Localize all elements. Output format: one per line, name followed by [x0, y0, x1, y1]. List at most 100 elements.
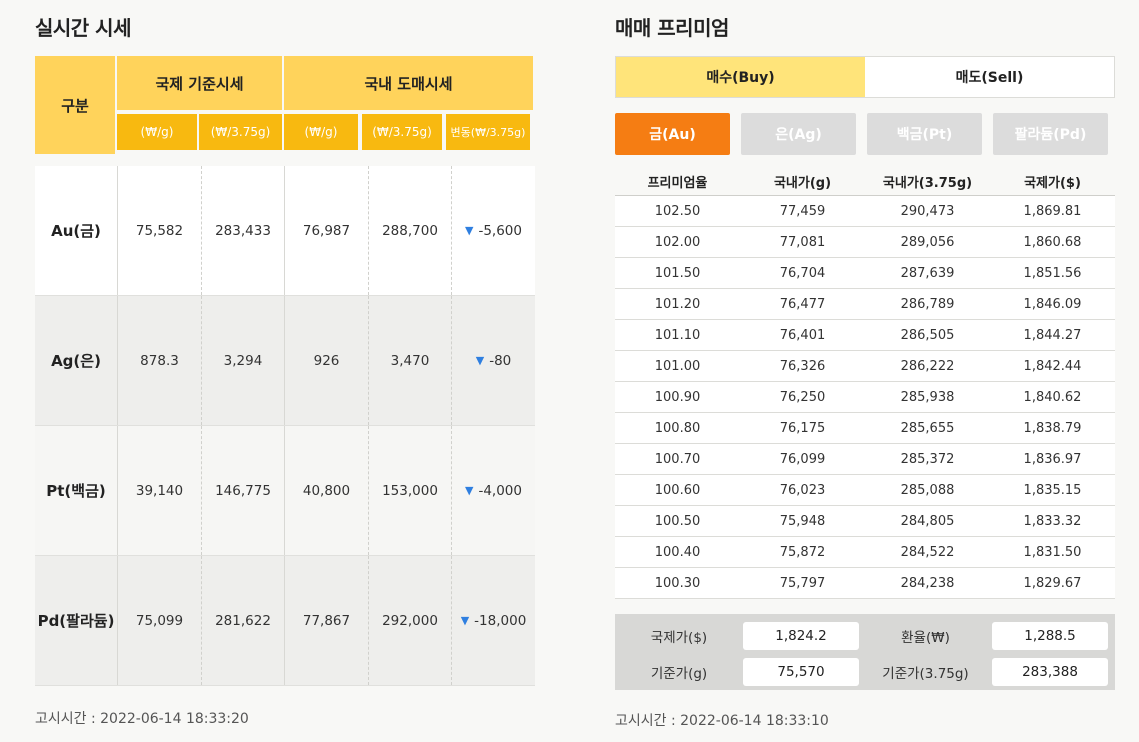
trade-type-tabs: 매수(Buy) 매도(Sell) [615, 56, 1115, 98]
domestic-price-g-cell: 76,250 [779, 389, 826, 405]
down-triangle-icon: ▼ [475, 354, 485, 367]
metal-name: Pt(백금) [35, 426, 118, 555]
domestic-price-375-cell: 285,088 [900, 482, 955, 498]
base-price-375-label: 기준가(3.75g) [882, 665, 969, 682]
intl-price-375: 283,433 [202, 166, 285, 295]
intl-price-g: 75,582 [118, 166, 202, 295]
domestic-price-g: 40,800 [285, 426, 369, 555]
price-change: ▼ -18,000 [460, 612, 527, 629]
change-unit-header: 변동(₩/3.75g) [446, 114, 530, 150]
domestic-price-g-cell: 75,797 [779, 575, 826, 591]
intl-price-usd-cell: 1,831.50 [1023, 544, 1082, 560]
intl-price-usd-cell: 1,833.32 [1023, 513, 1082, 529]
intl-price-usd-cell: 1,846.09 [1023, 296, 1082, 312]
metal-button-platinum[interactable]: 백금(Pt) [867, 113, 982, 155]
premium-row: 100.50 75,948 284,805 1,833.32 [615, 506, 1115, 537]
premium-row: 100.30 75,797 284,238 1,829.67 [615, 568, 1115, 599]
realtime-title: 실시간 시세 [35, 16, 131, 40]
domestic-price-375-cell: 289,056 [900, 234, 955, 250]
premium-rate-cell: 101.00 [654, 358, 701, 374]
category-header: 구분 [35, 56, 117, 154]
base-price-375-value: 283,388 [992, 657, 1108, 686]
intl-price-header: 국제 기준시세 [117, 56, 282, 114]
intl-price-usd-cell: 1,836.97 [1023, 451, 1082, 467]
metal-name: Au(금) [35, 166, 118, 295]
domestic-price-g-cell: 76,704 [779, 265, 826, 281]
premium-row: 101.00 76,326 286,222 1,842.44 [615, 351, 1115, 382]
domestic-price-375: 292,000 [369, 556, 452, 685]
premium-rate-cell: 100.80 [654, 420, 701, 436]
metal-selector: 금(Au) 은(Ag) 백금(Pt) 팔라듐(Pd) [615, 113, 1115, 155]
domestic-price-375-cell: 286,789 [900, 296, 955, 312]
domestic-price-g-cell: 76,326 [779, 358, 826, 374]
premium-rate-cell: 102.50 [654, 203, 701, 219]
metal-button-silver[interactable]: 은(Ag) [741, 113, 856, 155]
price-row-gold: Au(금) 75,582 283,433 76,987 288,700 ▼ -5… [35, 166, 535, 296]
price-row-palladium: Pd(팔라듐) 75,099 281,622 77,867 292,000 ▼ … [35, 556, 535, 686]
domestic-price-g-cell: 75,948 [779, 513, 826, 529]
intl-price-label: 국제가($) [650, 629, 708, 646]
intl-price-375: 3,294 [202, 296, 285, 425]
premium-row: 100.70 76,099 285,372 1,836.97 [615, 444, 1115, 475]
domestic-price-g-cell: 77,459 [779, 203, 826, 219]
domestic-price-g: 77,867 [285, 556, 369, 685]
tab-sell[interactable]: 매도(Sell) [865, 57, 1114, 97]
premium-rate-cell: 100.30 [654, 575, 701, 591]
column-header: 국제가($) [1024, 176, 1081, 191]
intl-price-usd-cell: 1,844.27 [1023, 327, 1082, 343]
domestic-price-g: 926 [285, 296, 369, 425]
tab-buy[interactable]: 매수(Buy) [616, 57, 865, 97]
column-header: 국내가(g) [773, 176, 832, 191]
domestic-price-g-cell: 76,401 [779, 327, 826, 343]
unit-header: (₩/g) [284, 114, 362, 150]
premium-row: 102.50 77,459 290,473 1,869.81 [615, 196, 1115, 227]
price-row-platinum: Pt(백금) 39,140 146,775 40,800 153,000 ▼ -… [35, 426, 535, 556]
column-header: 프리미엄율 [647, 176, 708, 191]
premium-rate-cell: 100.40 [654, 544, 701, 560]
exchange-rate-value: 1,288.5 [992, 621, 1108, 650]
intl-price-usd-cell: 1,851.56 [1023, 265, 1082, 281]
premium-rate-cell: 100.60 [654, 482, 701, 498]
intl-price-g: 39,140 [118, 426, 202, 555]
premium-rate-cell: 101.20 [654, 296, 701, 312]
premium-table: 프리미엄율 국내가(g) 국내가(3.75g) 국제가($) 102.50 77,… [615, 168, 1115, 599]
unit-header: (₩/g) [117, 114, 199, 150]
price-change: ▼ -4,000 [465, 482, 522, 499]
intl-price-375: 146,775 [202, 426, 285, 555]
domestic-price-375-cell: 285,655 [900, 420, 955, 436]
intl-price-usd-cell: 1,869.81 [1023, 203, 1082, 219]
down-triangle-icon: ▼ [465, 484, 474, 497]
intl-price-value: 1,824.2 [743, 621, 859, 650]
base-price-g-label: 기준가(g) [650, 665, 708, 682]
premium-row: 101.20 76,477 286,789 1,846.09 [615, 289, 1115, 320]
price-summary-box: 국제가($) 1,824.2 환율(₩) 1,288.5 기준가(g) 75,5… [615, 614, 1115, 690]
price-change: ▼ -5,600 [465, 222, 522, 239]
domestic-price-g-cell: 76,175 [779, 420, 826, 436]
domestic-price-375-cell: 284,522 [900, 544, 955, 560]
intl-price-usd-cell: 1,829.67 [1023, 575, 1082, 591]
intl-price-g: 878.3 [118, 296, 202, 425]
premium-row: 101.50 76,704 287,639 1,851.56 [615, 258, 1115, 289]
premium-rate-cell: 100.90 [654, 389, 701, 405]
unit-header: (₩/3.75g) [199, 114, 282, 150]
domestic-price-g-cell: 76,023 [779, 482, 826, 498]
premium-rate-cell: 101.10 [654, 327, 701, 343]
price-change: ▼ -80 [475, 352, 512, 369]
premium-rate-cell: 100.70 [654, 451, 701, 467]
realtime-price-table: 구분 국제 기준시세 (₩/g) (₩/3.75g) 국내 도매시세 (₩/g)… [35, 56, 535, 686]
domestic-price-375-cell: 287,639 [900, 265, 955, 281]
down-triangle-icon: ▼ [465, 224, 474, 237]
price-row-silver: Ag(은) 878.3 3,294 926 3,470 ▼ -80 [35, 296, 535, 426]
exchange-rate-label: 환율(₩) [901, 629, 950, 646]
intl-price-usd-cell: 1,840.62 [1023, 389, 1082, 405]
metal-button-palladium[interactable]: 팔라듐(Pd) [993, 113, 1108, 155]
domestic-price-375: 288,700 [369, 166, 452, 295]
unit-header: (₩/3.75g) [362, 114, 446, 150]
domestic-price-375: 3,470 [369, 296, 452, 425]
metal-name: Pd(팔라듐) [35, 556, 118, 685]
intl-price-usd-cell: 1,838.79 [1023, 420, 1082, 436]
metal-button-gold[interactable]: 금(Au) [615, 113, 730, 155]
domestic-price-375-cell: 284,238 [900, 575, 955, 591]
intl-price-usd-cell: 1,860.68 [1023, 234, 1082, 250]
domestic-price-375: 153,000 [369, 426, 452, 555]
